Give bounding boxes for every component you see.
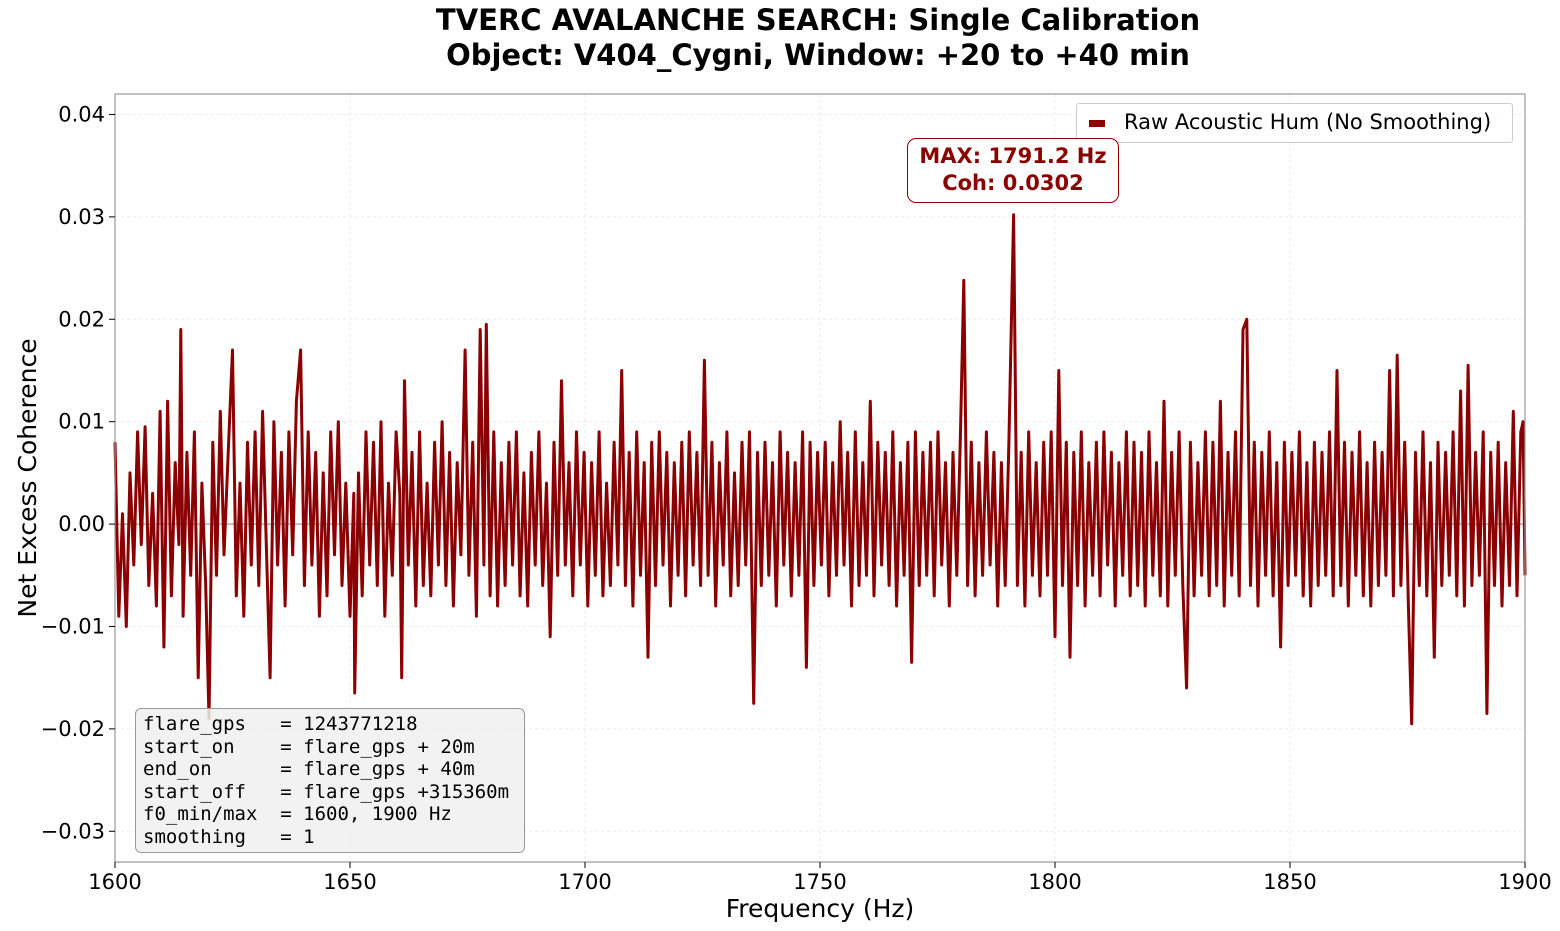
y-axis-label: Net Excess Coherence (13, 338, 42, 617)
param-line: end_on = flare_gps + 40m (143, 758, 475, 780)
y-tick-label: −0.03 (41, 819, 105, 843)
y-tick-label: 0.04 (58, 102, 105, 126)
x-ticks: 1600 1650 1700 1750 1800 1850 1900 (88, 862, 1552, 894)
x-tick-label: 1750 (793, 870, 846, 894)
x-tick-label: 1850 (1263, 870, 1316, 894)
legend: Raw Acoustic Hum (No Smoothing) (1076, 103, 1513, 143)
legend-label: Raw Acoustic Hum (No Smoothing) (1124, 110, 1492, 134)
x-tick-label: 1650 (323, 870, 376, 894)
max-annotation-line-2: Coh: 0.0302 (942, 171, 1084, 195)
chart-title: TVERC AVALANCHE SEARCH: Single Calibrati… (0, 3, 1560, 73)
x-axis-label: Frequency (Hz) (726, 894, 915, 923)
x-tick-label: 1800 (1028, 870, 1081, 894)
param-line: f0_min/max = 1600, 1900 Hz (143, 803, 452, 825)
series-line (113, 213, 1527, 726)
max-annotation-line-1: MAX: 1791.2 Hz (919, 144, 1107, 168)
chart-title-line-2: Object: V404_Cygni, Window: +20 to +40 m… (446, 38, 1190, 72)
param-line: start_on = flare_gps + 20m (143, 735, 475, 758)
max-annotation: MAX: 1791.2 Hz Coh: 0.0302 (907, 138, 1119, 203)
parameters-box: flare_gps = 1243771218 start_on = flare_… (135, 708, 525, 853)
chart-title-line-1: TVERC AVALANCHE SEARCH: Single Calibrati… (435, 3, 1201, 37)
legend-swatch (1089, 120, 1105, 127)
y-tick-label: 0.03 (58, 205, 105, 229)
param-line: start_off = flare_gps +315360m (143, 780, 510, 803)
param-line: smoothing = 1 (143, 825, 315, 848)
x-tick-label: 1900 (1498, 870, 1551, 894)
y-tick-label: 0.00 (58, 512, 105, 536)
y-tick-label: −0.01 (41, 614, 105, 638)
y-tick-label: −0.02 (41, 717, 105, 741)
x-tick-label: 1700 (558, 870, 611, 894)
y-ticks: −0.03 −0.02 −0.01 0.00 0.01 0.02 0.03 0.04 (41, 102, 115, 843)
x-tick-label: 1600 (88, 870, 141, 894)
param-line: flare_gps = 1243771218 (143, 713, 418, 735)
series-layer (113, 213, 1527, 726)
y-tick-label: 0.02 (58, 307, 105, 331)
y-tick-label: 0.01 (58, 410, 105, 434)
